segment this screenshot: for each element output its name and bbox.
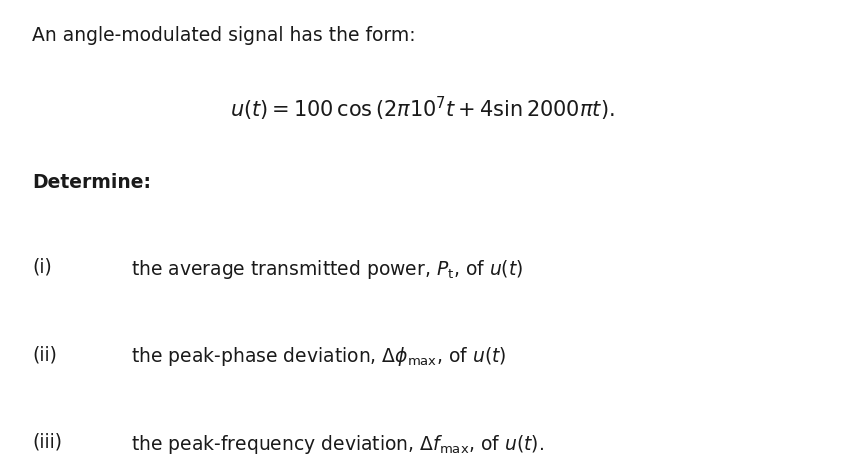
Text: (ii): (ii) [32, 345, 57, 364]
Text: An angle-modulated signal has the form:: An angle-modulated signal has the form: [32, 26, 416, 45]
Text: the peak-phase deviation, $\Delta\phi_{\mathrm{max}}$, of $u(t)$: the peak-phase deviation, $\Delta\phi_{\… [131, 345, 506, 368]
Text: (iii): (iii) [32, 433, 62, 452]
Text: $u(t) = 100\,\cos\left(2\pi 10^7 t + 4\sin 2000\pi t\right).$: $u(t) = 100\,\cos\left(2\pi 10^7 t + 4\s… [230, 95, 614, 123]
Text: Determine:: Determine: [32, 173, 151, 192]
Text: (i): (i) [32, 258, 51, 277]
Text: the average transmitted power, $P_{\mathrm{t}}$, of $u(t)$: the average transmitted power, $P_{\math… [131, 258, 523, 281]
Text: the peak-frequency deviation, $\Delta f_{\mathrm{max}}$, of $u(t)$.: the peak-frequency deviation, $\Delta f_… [131, 433, 544, 456]
